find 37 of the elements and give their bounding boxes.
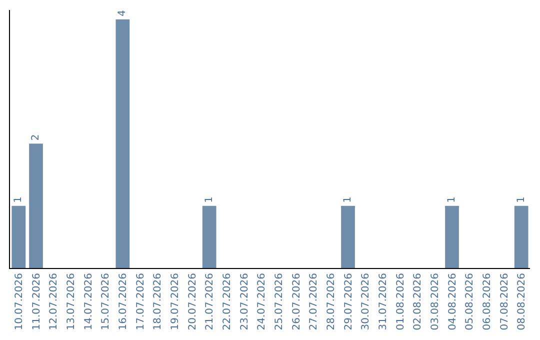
x-tick-label: 03.08.2026: [430, 273, 441, 330]
data-label: 2: [30, 134, 42, 141]
x-tick-label: 01.08.2026: [395, 273, 406, 330]
x-tick-label: 02.08.2026: [412, 273, 424, 330]
data-label: 1: [204, 196, 215, 203]
x-tick-label: 17.07.2026: [135, 273, 146, 330]
x-tick-label: 16.07.2026: [118, 273, 129, 330]
data-label: 1: [342, 196, 354, 203]
x-tick-label: 05.08.2026: [464, 273, 476, 330]
x-tick-label: 07.08.2026: [499, 273, 510, 330]
x-tick-label: 04.08.2026: [447, 273, 458, 330]
x-tick-label: 20.07.2026: [187, 273, 198, 330]
x-tick-label: 15.07.2026: [100, 273, 112, 330]
x-tick-label: 29.07.2026: [343, 273, 354, 330]
x-tick-label: 23.07.2026: [239, 273, 250, 330]
x-tick-label: 22.07.2026: [222, 273, 233, 330]
data-label: 1: [446, 196, 458, 203]
x-tick-label: 10.07.2026: [14, 273, 25, 330]
x-tick-label: 14.07.2026: [83, 273, 94, 330]
x-tick-label: 30.07.2026: [360, 273, 372, 330]
x-tick-label: 26.07.2026: [291, 273, 302, 330]
data-label: 1: [13, 196, 24, 203]
x-tick-label: 27.07.2026: [308, 273, 320, 330]
x-tick-label: 28.07.2026: [326, 273, 337, 330]
data-label: 4: [117, 10, 128, 16]
x-tick-label: 11.07.2026: [31, 273, 42, 330]
x-tick-label: 08.08.2026: [516, 273, 528, 330]
x-tick-label: 31.07.2026: [378, 273, 389, 330]
x-tick-label: 25.07.2026: [274, 273, 285, 330]
x-tick-label: 24.07.2026: [256, 273, 268, 330]
x-tick-label: 19.07.2026: [170, 273, 181, 330]
x-tick-label: 13.07.2026: [66, 273, 77, 330]
x-tick-label: 06.08.2026: [482, 273, 493, 330]
x-tick-label: 21.07.2026: [204, 273, 216, 330]
x-tick-label: 18.07.2026: [152, 273, 164, 330]
data-label: 1: [516, 196, 527, 203]
x-tick-label: 12.07.2026: [48, 273, 60, 330]
